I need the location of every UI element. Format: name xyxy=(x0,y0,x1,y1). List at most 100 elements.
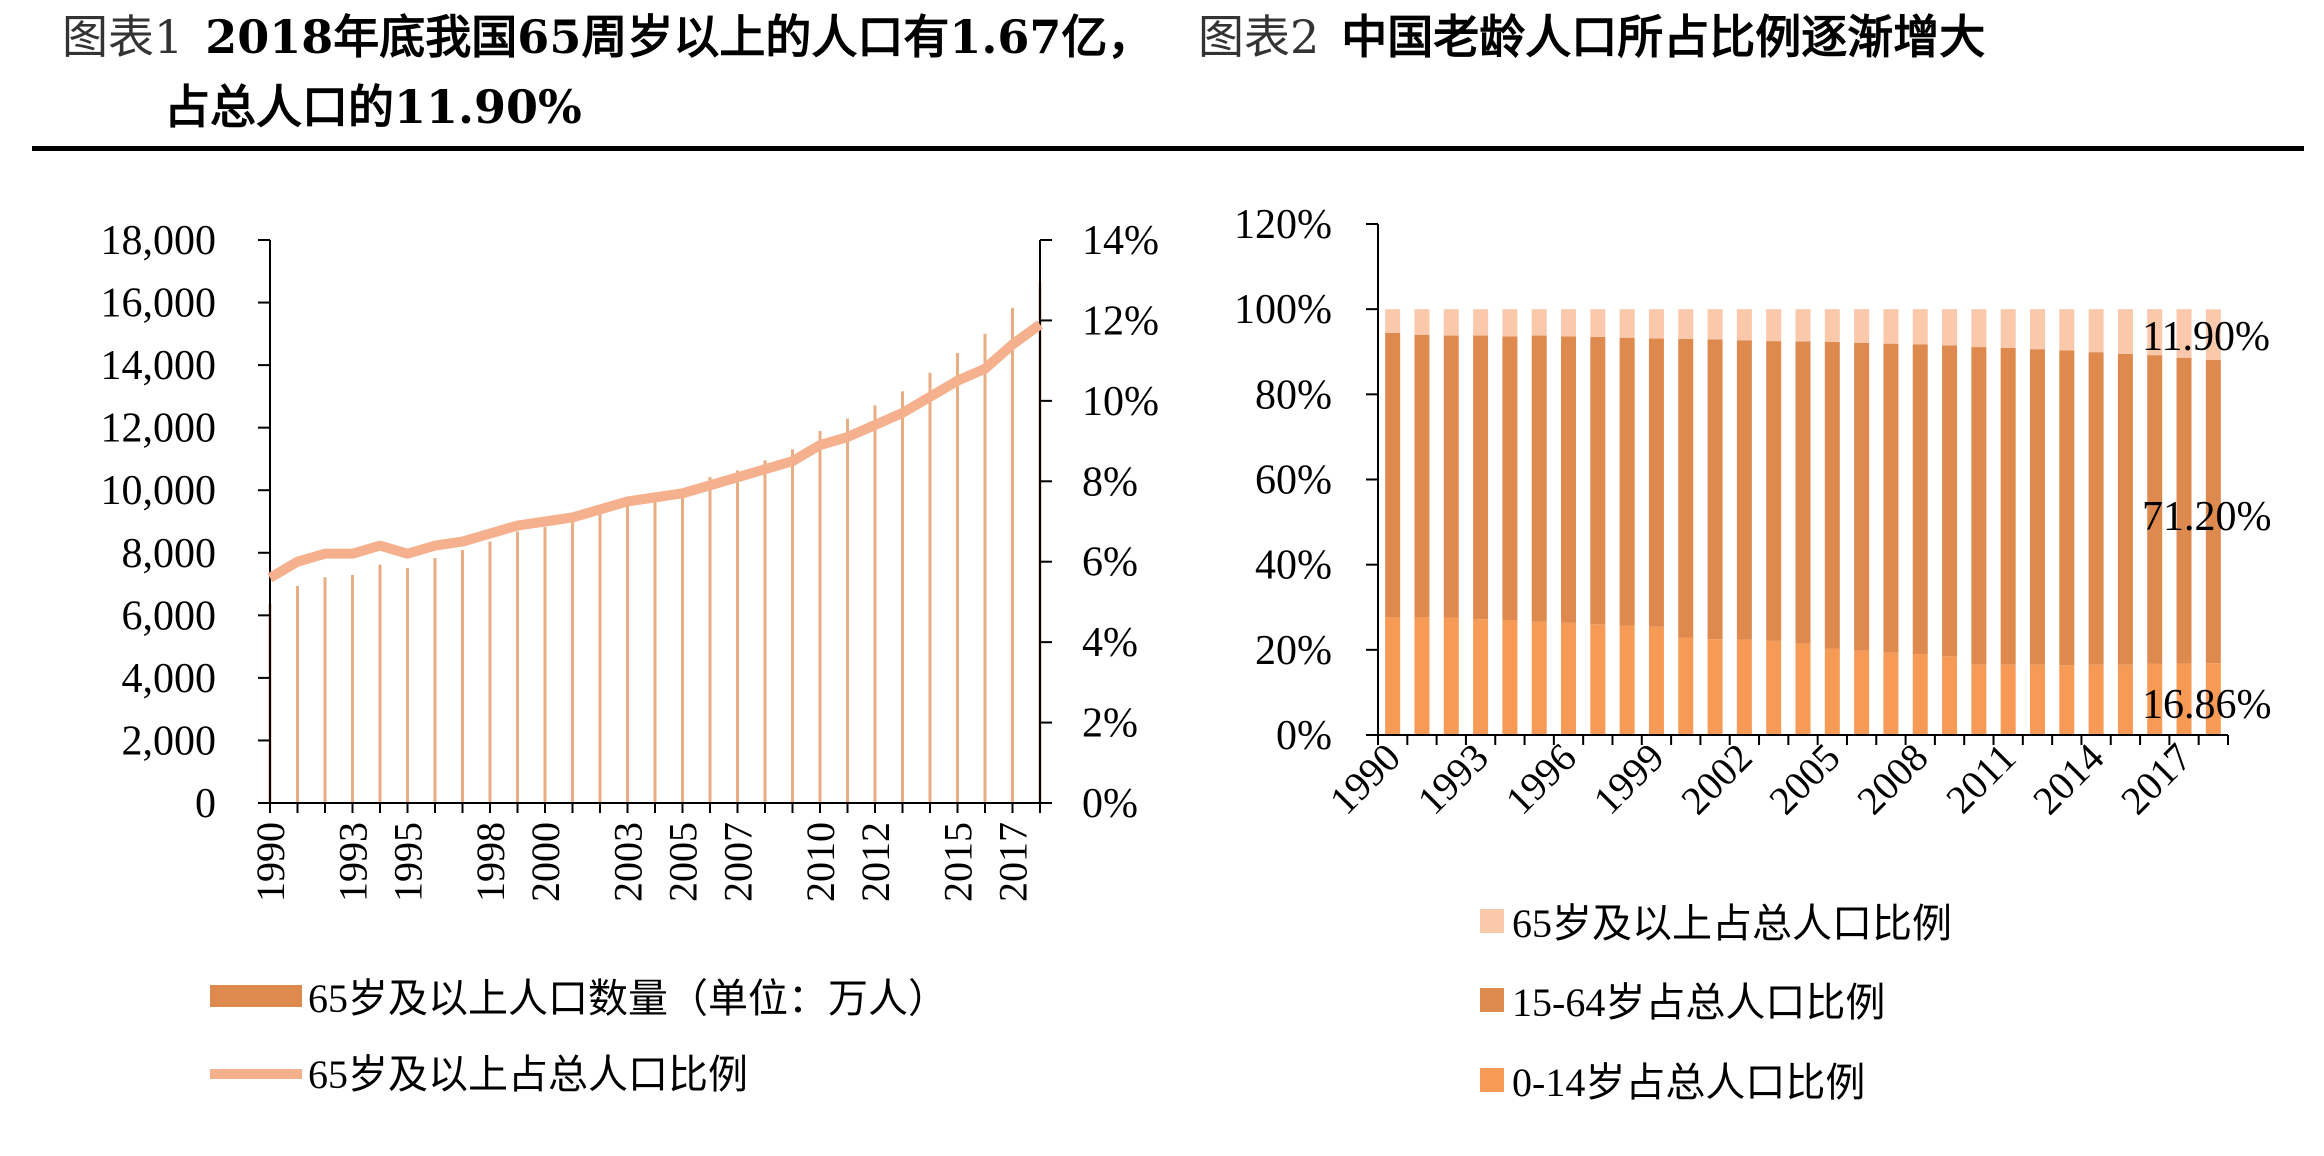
chart2-bar-1993-s2 xyxy=(1473,309,1489,336)
chart2-bar-2013-s2 xyxy=(2059,309,2075,351)
chart2-bar-2001-s0 xyxy=(1707,639,1723,735)
chart1-x-tick-label: 2017 xyxy=(991,822,1036,902)
chart1-bar-1998 xyxy=(488,541,492,803)
chart2-svg: 0%20%40%60%80%100%120%1990 1993 1996 1999 20… xyxy=(1234,202,2272,1105)
figure2-header: 图表2 中国老龄人口所占比例逐渐增大 xyxy=(1168,0,2304,150)
chart1-bar-1993 xyxy=(351,575,354,803)
figure1-header-rule xyxy=(32,146,1168,151)
chart2-bar-1992-s1 xyxy=(1443,335,1459,618)
chart1-bar-1995 xyxy=(406,568,409,803)
chart2-bar-1997-s2 xyxy=(1590,309,1606,337)
chart2-bar-2000-s2 xyxy=(1678,309,1694,339)
chart2-bar-2011-s2 xyxy=(2000,309,2016,348)
chart2-x-tick-label: 2005 xyxy=(1760,735,1848,823)
chart2-bar-2015-s1 xyxy=(2117,353,2133,665)
chart2-legend-label: 65岁及以上占总人口比例 xyxy=(1512,901,1952,946)
chart1-ratio-line xyxy=(267,320,1043,583)
chart2-bar-1996-s2 xyxy=(1561,309,1577,337)
chart1-bar-2009 xyxy=(791,449,794,803)
chart1-bar-2014 xyxy=(928,372,932,803)
chart2-bar-2002-s0 xyxy=(1736,639,1752,735)
chart2-bar-1994-s0 xyxy=(1502,620,1518,735)
chart2-bar-1994-s1 xyxy=(1502,336,1518,621)
chart2-bar-2018-s2 xyxy=(2205,309,2221,361)
chart1-left-tick-label: 14,000 xyxy=(101,343,217,389)
chart2-bar-1997-s1 xyxy=(1590,336,1606,625)
chart2-bar-2014-s2 xyxy=(2088,309,2104,353)
chart1-bar-2010 xyxy=(818,430,822,803)
chart1-bar-2004 xyxy=(653,494,657,803)
chart1-x-tick-label: 2007 xyxy=(716,822,761,902)
chart2-data-label-65plus: 11.90% xyxy=(2142,314,2270,360)
chart2-y-tick-label: 40% xyxy=(1255,543,1332,589)
chart1-bar-2016 xyxy=(983,333,987,803)
chart1-left-tick-label: 2,000 xyxy=(122,718,217,764)
chart2-bar-2005-s2 xyxy=(1824,309,1840,342)
chart2-bar-1995-s0 xyxy=(1531,621,1547,735)
figure2-title-line: 图表2 中国老龄人口所占比例逐渐增大 xyxy=(1198,8,1985,66)
chart2-bar-2012-s2 xyxy=(2029,309,2045,350)
chart2-legend-swatch xyxy=(1480,988,1504,1012)
chart1-bar-2017 xyxy=(1011,307,1014,803)
chart2-legend-label: 15-64岁占总人口比例 xyxy=(1512,980,1885,1025)
chart2-bar-1990-s0 xyxy=(1385,617,1401,735)
chart2-bar-2007-s1 xyxy=(1883,343,1899,653)
figure1-title-line2: 占总人口的11.90% xyxy=(164,78,582,136)
chart2-bar-2008-s2 xyxy=(1912,309,1928,345)
chart2-bar-1993-s0 xyxy=(1473,619,1489,735)
chart1-right-tick-label: 4% xyxy=(1082,620,1138,666)
chart2-bar-1999-s1 xyxy=(1648,338,1664,627)
chart2-bar-2003-s2 xyxy=(1766,309,1782,342)
chart2-bar-1992-s0 xyxy=(1443,617,1459,735)
chart1-x-tick-label: 2000 xyxy=(523,822,568,902)
chart2-bar-2006-s2 xyxy=(1854,309,1870,343)
chart1-bar-1994 xyxy=(378,564,382,803)
chart2-bar-1998-s0 xyxy=(1619,625,1635,735)
chart1-right-tick-label: 8% xyxy=(1082,459,1138,505)
chart2-bar-2009-s2 xyxy=(1942,309,1958,346)
chart1-x-tick-label: 2015 xyxy=(936,822,981,902)
chart2-bar-2015-s0 xyxy=(2117,664,2133,735)
chart2-x-tick-label: 1990 xyxy=(1321,735,1409,823)
chart2-bar-1991-s1 xyxy=(1414,334,1430,618)
chart1-bar-2011 xyxy=(846,418,849,803)
chart2-bar-1995-s2 xyxy=(1531,309,1547,336)
chart2-bar-1992-s2 xyxy=(1443,309,1459,336)
chart1-bar-2000 xyxy=(543,527,547,803)
chart2-bar-2000-s0 xyxy=(1678,637,1694,735)
chart1-x-tick-label: 2010 xyxy=(798,822,843,902)
chart2-bar-2013-s0 xyxy=(2059,665,2075,735)
chart1-bar-2012 xyxy=(873,405,877,803)
chart2-data-label-15-64: 71.20% xyxy=(2142,494,2272,540)
chart2-bar-2016-s0 xyxy=(2147,663,2163,735)
chart2-bar-2015-s2 xyxy=(2117,309,2133,354)
chart1-left-tick-label: 10,000 xyxy=(101,468,217,514)
chart1-left-tick-label: 16,000 xyxy=(101,281,217,327)
chart2-bar-2017-s0 xyxy=(2176,663,2192,735)
chart2-bar-2004-s1 xyxy=(1795,341,1811,644)
chart1-bar-1996 xyxy=(433,558,437,803)
chart2-bar-1991-s0 xyxy=(1414,617,1430,735)
chart1-right-tick-label: 12% xyxy=(1082,298,1159,344)
chart2-bar-2017-s2 xyxy=(2176,309,2192,358)
figure2-header-rule xyxy=(1168,146,2304,151)
chart2-bar-2017-s1 xyxy=(2176,357,2192,664)
chart1-legend-label-line: 65岁及以上占总人口比例 xyxy=(308,1052,748,1097)
chart2-bar-2001-s1 xyxy=(1707,339,1723,640)
chart2-y-tick-label: 20% xyxy=(1255,628,1332,674)
chart2-bar-2001-s2 xyxy=(1707,309,1723,340)
chart2-bar-2018-s1 xyxy=(2205,360,2221,664)
chart2-bar-1990-s1 xyxy=(1385,333,1401,618)
chart2-bar-2016-s1 xyxy=(2147,355,2163,664)
chart2-bar-2006-s1 xyxy=(1854,342,1870,651)
chart1-legend-label-bar: 65岁及以上人口数量（单位：万人） xyxy=(308,976,948,1021)
figure2-title: 中国老龄人口所占比例逐渐增大 xyxy=(1341,10,1986,64)
chart2-y-tick-label: 80% xyxy=(1255,372,1332,418)
chart2-bar-1990-s2 xyxy=(1385,309,1401,334)
chart2-bar-2013-s1 xyxy=(2059,350,2075,666)
chart2-bar-1996-s1 xyxy=(1561,336,1577,623)
chart2-bar-1996-s0 xyxy=(1561,622,1577,735)
chart2-legend-swatch xyxy=(1480,909,1504,933)
chart1-bar-2015 xyxy=(956,353,959,803)
chart1-right-tick-label: 0% xyxy=(1082,781,1138,827)
